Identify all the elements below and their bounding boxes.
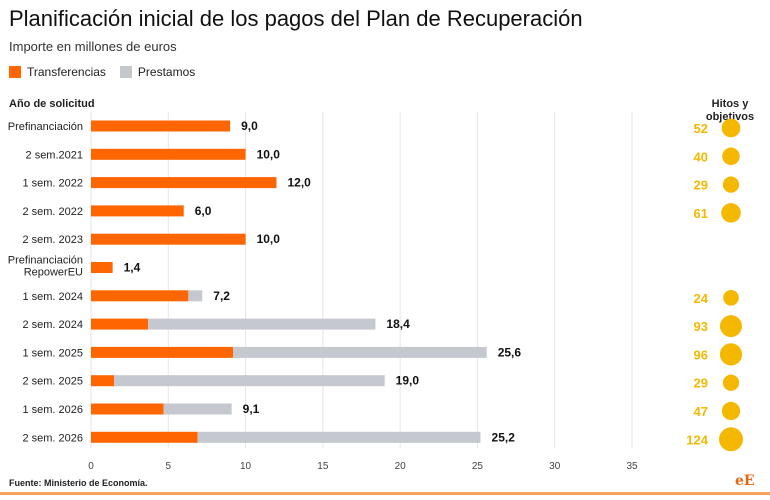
x-tick-label: 10 bbox=[240, 461, 252, 472]
total-label: 10,0 bbox=[257, 147, 281, 161]
total-label: 10,0 bbox=[257, 232, 281, 246]
bar-transferencias bbox=[91, 262, 113, 273]
total-label: 9,0 bbox=[241, 119, 258, 133]
total-label: 6,0 bbox=[195, 204, 212, 218]
hitos-value: 29 bbox=[694, 376, 708, 391]
bar-transferencias bbox=[91, 205, 184, 217]
hitos-value: 40 bbox=[694, 149, 708, 164]
bar-prestamos bbox=[197, 431, 481, 443]
source-note: Fuente: Ministerio de Economía. bbox=[9, 478, 148, 488]
x-tick-label: 0 bbox=[88, 461, 94, 472]
x-tick-label: 5 bbox=[166, 461, 172, 472]
hitos-value: 29 bbox=[694, 178, 708, 193]
total-label: 12,0 bbox=[287, 176, 311, 190]
legend-item-transferencias: Transferencias bbox=[9, 65, 106, 79]
total-label: 7,2 bbox=[213, 289, 230, 303]
hitos-bubble bbox=[722, 147, 740, 166]
x-tick-label: 35 bbox=[626, 461, 638, 472]
hitos-header-line1: Hitos y bbox=[711, 98, 749, 110]
hitos-bubble bbox=[719, 427, 743, 452]
total-label: 19,0 bbox=[396, 374, 420, 388]
category-label: 2 sem. 2024 bbox=[22, 319, 83, 331]
bar-transferencias bbox=[91, 233, 246, 245]
x-tick-label: 30 bbox=[549, 461, 561, 472]
legend-swatch-transferencias bbox=[9, 66, 21, 78]
bar-transferencias bbox=[91, 318, 149, 330]
category-label: 2 sem. 2023 bbox=[22, 234, 83, 246]
hitos-header: Hitos y objetivos bbox=[690, 98, 770, 124]
chart-subtitle: Importe en millones de euros bbox=[9, 39, 177, 54]
category-label: 2 sem. 2026 bbox=[22, 432, 83, 444]
hitos-bubble bbox=[721, 203, 741, 223]
hitos-header-line2: objetivos bbox=[705, 111, 755, 123]
total-label: 25,2 bbox=[492, 430, 516, 444]
brand-logo: eE bbox=[735, 473, 755, 489]
legend-label-transferencias: Transferencias bbox=[27, 65, 106, 79]
hitos-value: 52 bbox=[694, 121, 708, 136]
bar-prestamos bbox=[114, 375, 385, 387]
hitos-value: 24 bbox=[694, 291, 709, 306]
bar-transferencias bbox=[91, 290, 189, 302]
category-label: 2 sem. 2025 bbox=[22, 376, 83, 388]
bar-transferencias bbox=[91, 431, 198, 443]
bar-transferencias bbox=[91, 346, 234, 358]
bar-prestamos bbox=[188, 290, 203, 302]
bar-transferencias bbox=[91, 403, 164, 415]
category-label: 1 sem. 2024 bbox=[22, 291, 83, 303]
total-label: 9,1 bbox=[243, 402, 260, 416]
hitos-bubble bbox=[722, 374, 740, 391]
legend: Transferencias Prestamos bbox=[9, 65, 209, 79]
x-tick-label: 20 bbox=[395, 461, 407, 472]
total-label: 1,4 bbox=[124, 261, 141, 275]
total-label: 25,6 bbox=[498, 345, 522, 359]
category-label: RepowerEU bbox=[24, 267, 83, 279]
legend-item-prestamos: Prestamos bbox=[119, 65, 196, 79]
category-label: 1 sem. 2026 bbox=[22, 404, 83, 416]
category-label: 2 sem. 2022 bbox=[22, 206, 83, 218]
hitos-value: 61 bbox=[694, 206, 708, 221]
bar-transferencias bbox=[91, 148, 246, 160]
hitos-value: 47 bbox=[694, 404, 708, 419]
legend-label-prestamos: Prestamos bbox=[137, 65, 196, 79]
hitos-value: 96 bbox=[694, 347, 708, 362]
category-label: 1 sem. 2025 bbox=[22, 347, 83, 359]
category-label: 1 sem. 2022 bbox=[22, 178, 83, 190]
bar-prestamos bbox=[148, 318, 376, 330]
x-tick-label: 25 bbox=[472, 461, 484, 472]
hitos-bubble bbox=[721, 118, 741, 138]
total-label: 18,4 bbox=[386, 317, 410, 331]
bar-transferencias bbox=[91, 120, 231, 132]
category-label: Prefinanciación bbox=[8, 255, 83, 267]
hitos-bubble bbox=[721, 401, 741, 421]
hitos-bubble bbox=[723, 290, 739, 306]
hitos-bubble bbox=[722, 176, 740, 193]
hitos-bubble bbox=[720, 315, 742, 338]
hitos-value: 124 bbox=[686, 432, 708, 447]
hitos-value: 93 bbox=[694, 319, 708, 334]
bar-transferencias bbox=[91, 177, 277, 189]
x-tick-label: 15 bbox=[317, 461, 329, 472]
bar-transferencias bbox=[91, 375, 115, 387]
legend-swatch-prestamos bbox=[119, 66, 132, 78]
category-axis-header: Año de solicitud bbox=[9, 98, 95, 110]
bar-prestamos bbox=[233, 346, 487, 358]
chart-title: Planificación inicial de los pagos del P… bbox=[9, 6, 583, 31]
bar-prestamos bbox=[163, 403, 232, 415]
category-label: Prefinanciación bbox=[8, 121, 83, 133]
category-label: 2 sem.2021 bbox=[26, 149, 83, 161]
bottom-rule bbox=[0, 492, 770, 495]
hitos-bubble bbox=[719, 343, 743, 366]
